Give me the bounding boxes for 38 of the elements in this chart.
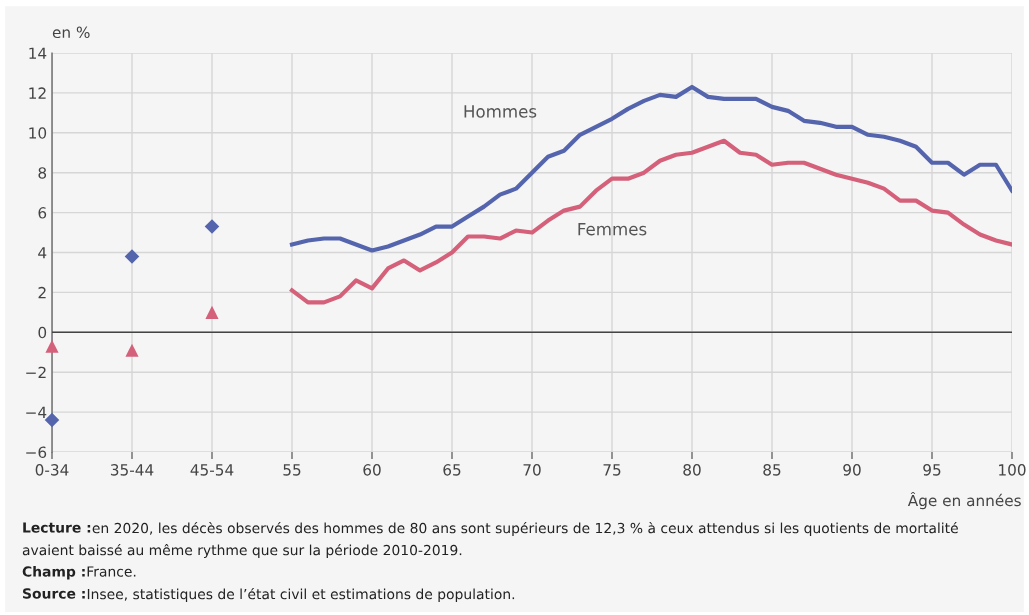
text: Lecture : en 2020, les décès observés des hommes de 80 ans sont supérieurs de 12,3 % à ceux attendus si les quotients de mortalité avaient baissé au même rythme que sur la période 2010-2019.: [22, 522, 958, 558]
y-tick-label: 8: [38, 167, 47, 179]
text: Champ : France.: [22, 566, 136, 580]
x-axis-title: Âge en années: [907, 491, 1021, 510]
line-series: [289, 138, 1012, 305]
source-note: Source : Insee, statistiques de l’état civil et estimations de population.: [23, 588, 515, 602]
y-tick-label: 2: [38, 286, 46, 299]
point: [205, 305, 219, 319]
point: [125, 343, 139, 357]
x-tick-label: 70: [523, 464, 541, 476]
x-tick-label: 75: [603, 464, 621, 476]
x-tick-label: 80: [683, 464, 701, 476]
line-series: [289, 84, 1012, 253]
y-tick-label: 14: [29, 47, 47, 59]
y-tick-label: 6: [38, 207, 47, 219]
x-tick-label: 0-34: [35, 464, 69, 476]
x-tick-label: 45-54: [190, 464, 234, 476]
y-tick-label: −2: [26, 366, 46, 378]
x-tick-label: 65: [443, 464, 461, 476]
x-tick-label: 35-44: [110, 464, 154, 476]
y-tick-label: 4: [38, 247, 47, 259]
text: Hommes: [464, 105, 537, 118]
y-tick-label: 12: [29, 87, 46, 99]
point: [124, 249, 140, 264]
y-tick-label: 10: [29, 127, 47, 139]
series-label: Femmes: [578, 223, 647, 236]
point: [204, 219, 220, 234]
x-tick-label: 100: [999, 464, 1026, 476]
y-tick-label: 0: [38, 326, 47, 339]
x-tick-label: 85: [763, 464, 781, 476]
point: [45, 339, 59, 353]
x-tick-label: 95: [923, 464, 941, 476]
x-tick-label: 60: [363, 464, 381, 476]
y-tick-label: −4: [26, 406, 47, 418]
y-axis-title: en %: [52, 26, 90, 39]
y-tick-label: −6: [26, 446, 47, 459]
x-tick-label: 55: [283, 464, 301, 476]
x-tick-label: 90: [843, 464, 861, 476]
